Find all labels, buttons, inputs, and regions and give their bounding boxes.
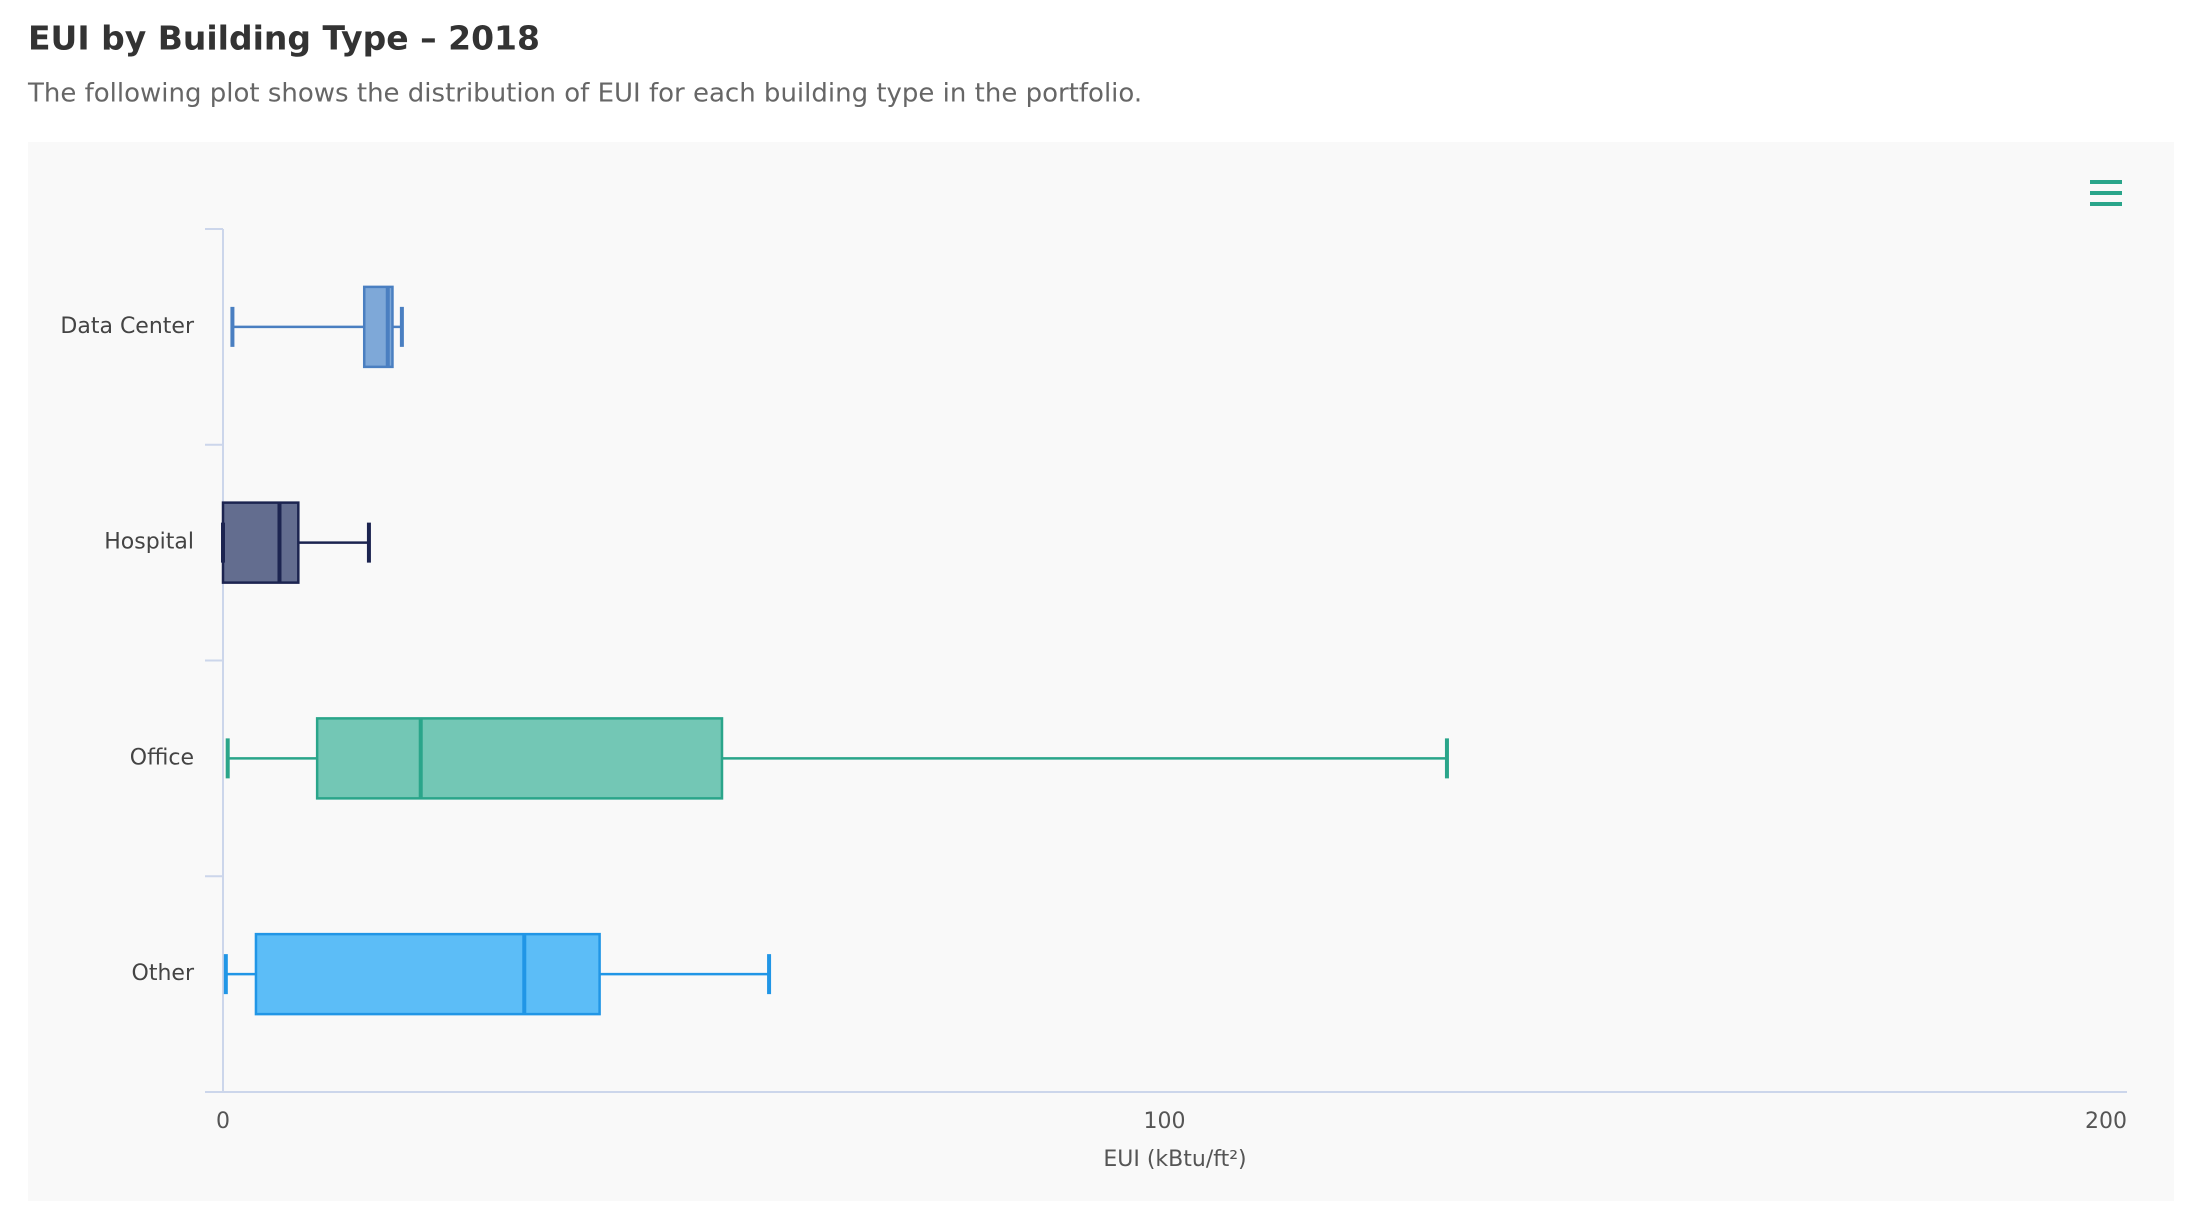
x-axis-label: EUI (kBtu/ft²) xyxy=(1103,1147,1246,1172)
chart-subtitle: The following plot shows the distributio… xyxy=(27,79,1142,109)
x-tick-label: 100 xyxy=(1144,1109,1186,1134)
box xyxy=(254,932,601,1016)
x-tick-label: 200 xyxy=(2085,1109,2127,1134)
plot-panel xyxy=(28,142,2174,1201)
chart-title: EUI by Building Type – 2018 xyxy=(28,19,540,58)
box xyxy=(221,501,300,584)
box xyxy=(315,717,724,800)
x-tick-label: 0 xyxy=(216,1109,230,1134)
y-tick-label: Office xyxy=(130,745,194,770)
menu-icon[interactable] xyxy=(2090,180,2122,206)
y-tick-label: Other xyxy=(132,961,195,986)
y-tick-label: Data Center xyxy=(60,314,195,339)
y-tick-label: Hospital xyxy=(104,530,194,555)
